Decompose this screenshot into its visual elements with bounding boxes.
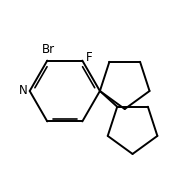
Text: F: F [86, 51, 93, 64]
Text: N: N [19, 84, 28, 98]
Text: Br: Br [42, 43, 55, 56]
